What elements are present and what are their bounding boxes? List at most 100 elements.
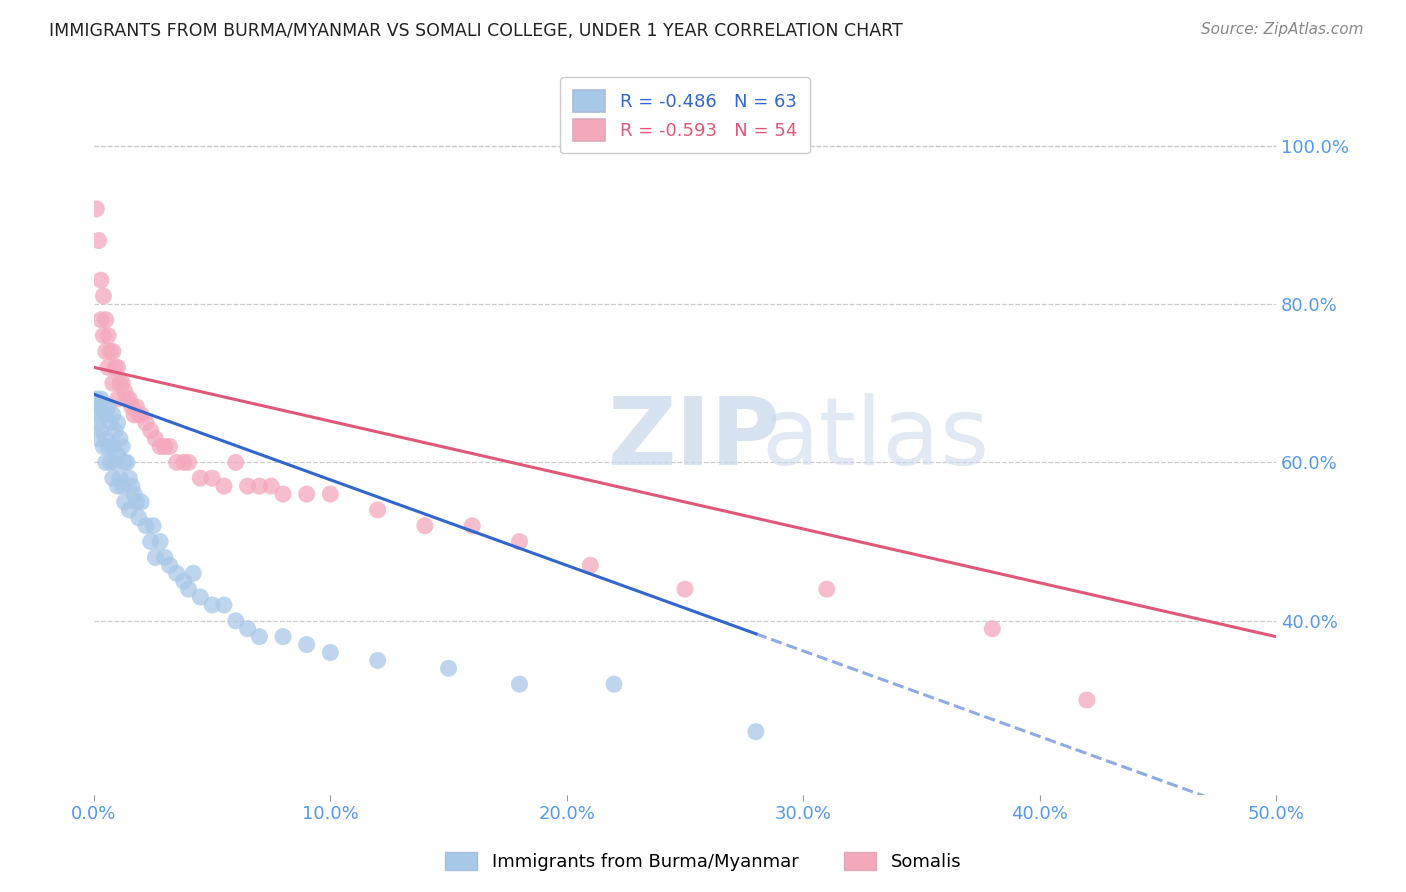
Point xyxy=(111,376,134,391)
Point xyxy=(437,661,460,675)
Point xyxy=(177,582,200,596)
Point xyxy=(981,622,1004,636)
Point xyxy=(201,598,224,612)
Point xyxy=(87,432,110,446)
Point xyxy=(115,455,138,469)
Point xyxy=(100,455,122,469)
Point xyxy=(104,424,127,438)
Point xyxy=(122,408,145,422)
Point xyxy=(236,622,259,636)
Point xyxy=(94,408,117,422)
Point xyxy=(87,400,110,414)
Point xyxy=(93,289,115,303)
Point xyxy=(188,471,211,485)
Point xyxy=(108,432,131,446)
Point xyxy=(249,630,271,644)
Point xyxy=(173,574,195,589)
Point xyxy=(173,455,195,469)
Point xyxy=(125,400,148,414)
Point xyxy=(107,416,129,430)
Point xyxy=(145,432,167,446)
Point xyxy=(135,416,157,430)
Point xyxy=(104,455,127,469)
Point xyxy=(93,328,115,343)
Point xyxy=(188,590,211,604)
Point xyxy=(603,677,626,691)
Point xyxy=(118,392,141,406)
Point xyxy=(114,495,136,509)
Point xyxy=(121,479,143,493)
Point xyxy=(100,344,122,359)
Point xyxy=(159,440,181,454)
Point xyxy=(94,313,117,327)
Point xyxy=(84,202,107,216)
Point xyxy=(295,638,318,652)
Point xyxy=(108,376,131,391)
Point xyxy=(413,518,436,533)
Point xyxy=(101,440,124,454)
Point xyxy=(129,408,152,422)
Point xyxy=(93,400,115,414)
Point xyxy=(461,518,484,533)
Point xyxy=(114,455,136,469)
Point xyxy=(139,534,162,549)
Point xyxy=(104,360,127,375)
Point xyxy=(201,471,224,485)
Point xyxy=(166,455,188,469)
Point xyxy=(97,440,120,454)
Point xyxy=(128,408,150,422)
Point xyxy=(111,479,134,493)
Point xyxy=(121,400,143,414)
Legend: R = -0.486   N = 63, R = -0.593   N = 54: R = -0.486 N = 63, R = -0.593 N = 54 xyxy=(560,77,810,153)
Point xyxy=(101,376,124,391)
Point xyxy=(107,479,129,493)
Text: Source: ZipAtlas.com: Source: ZipAtlas.com xyxy=(1201,22,1364,37)
Point xyxy=(149,440,172,454)
Point xyxy=(101,471,124,485)
Point xyxy=(107,360,129,375)
Point xyxy=(673,582,696,596)
Point xyxy=(508,677,530,691)
Point xyxy=(271,630,294,644)
Point xyxy=(87,416,110,430)
Point xyxy=(135,518,157,533)
Point xyxy=(367,503,389,517)
Point xyxy=(97,400,120,414)
Point xyxy=(508,534,530,549)
Point xyxy=(90,424,112,438)
Point xyxy=(90,392,112,406)
Point xyxy=(84,408,107,422)
Point xyxy=(118,471,141,485)
Point xyxy=(97,360,120,375)
Point xyxy=(181,566,204,581)
Point xyxy=(90,273,112,287)
Point xyxy=(101,344,124,359)
Point xyxy=(111,440,134,454)
Point xyxy=(319,487,342,501)
Point xyxy=(153,440,176,454)
Point xyxy=(97,328,120,343)
Point xyxy=(84,392,107,406)
Point xyxy=(295,487,318,501)
Point xyxy=(87,234,110,248)
Point xyxy=(142,518,165,533)
Point xyxy=(159,558,181,573)
Point xyxy=(149,534,172,549)
Point xyxy=(367,653,389,667)
Point xyxy=(94,432,117,446)
Point xyxy=(225,614,247,628)
Point xyxy=(93,440,115,454)
Point xyxy=(90,313,112,327)
Point xyxy=(319,645,342,659)
Point xyxy=(236,479,259,493)
Point xyxy=(177,455,200,469)
Point xyxy=(166,566,188,581)
Point xyxy=(101,408,124,422)
Point xyxy=(94,344,117,359)
Point xyxy=(108,471,131,485)
Point xyxy=(125,495,148,509)
Point xyxy=(145,550,167,565)
Text: atlas: atlas xyxy=(762,392,990,484)
Point xyxy=(94,455,117,469)
Point xyxy=(260,479,283,493)
